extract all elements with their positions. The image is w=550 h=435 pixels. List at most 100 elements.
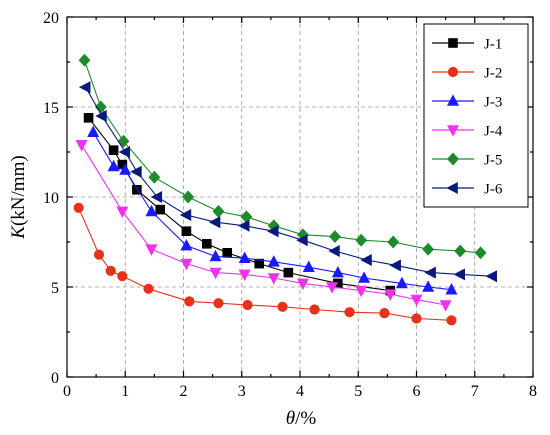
data-point-j-6-8 [267,225,279,238]
y-axis-title-unit: (kN/mm) [8,155,29,226]
data-point-j-3-8 [302,260,315,273]
data-point-j-5-14 [474,246,487,260]
data-point-j-4-3 [180,258,193,271]
series-j-4 [75,140,452,312]
series-line-j-5 [83,60,481,254]
data-point-j-6-4 [150,191,163,203]
legend-marker-j-2 [447,66,459,78]
data-point-j-2-1 [93,249,105,260]
legend-item-j-1: J-1 [432,37,502,53]
data-point-j-6-2 [118,146,131,158]
data-point-j-4-11 [410,294,423,307]
legend-marker-j-1 [448,38,458,48]
legend: J-1 J-2 J-3 J-4 J-5 J-6 [423,23,529,208]
legend-label-j-6: J-6 [484,182,503,198]
data-point-j-6-14 [453,268,465,281]
legend-marker-j-5 [447,152,459,166]
data-point-j-3-6 [238,251,251,264]
data-point-j-1-4 [155,204,165,215]
legend-item-j-6: J-6 [432,182,503,198]
data-point-j-4-5 [238,269,251,282]
data-point-j-2-11 [379,308,390,319]
data-point-j-5-9 [329,230,341,244]
data-point-j-5-4 [182,190,195,204]
legend-marker-j-6 [446,182,458,194]
data-point-j-5-10 [355,233,368,247]
y-tick-label-4: 20 [43,10,59,27]
data-point-j-3-3 [145,204,158,217]
y-tick-label-0: 0 [51,370,59,387]
data-point-j-4-2 [145,244,158,256]
data-point-j-2-8 [277,301,288,312]
data-point-j-3-9 [331,265,344,278]
data-point-j-3-1 [107,159,120,172]
data-point-j-5-13 [454,244,467,258]
series-j-3 [87,125,458,295]
data-point-j-6-11 [360,254,372,266]
data-point-j-4-10 [384,289,397,301]
legend-item-j-3: J-3 [432,94,502,111]
data-point-j-2-0 [73,202,84,213]
data-point-j-1-8 [254,258,265,269]
data-point-j-1-7 [222,248,232,258]
legend-label-j-2: J-2 [484,66,502,82]
series-line-j-3 [92,131,452,291]
data-point-j-3-7 [267,255,280,267]
data-point-j-4-9 [355,285,368,298]
data-point-j-4-6 [267,273,280,285]
legend-item-j-4: J-4 [432,124,503,140]
data-point-j-3-2 [119,163,132,175]
series-j-6 [78,81,498,283]
data-point-j-5-6 [240,210,253,224]
data-point-j-2-7 [242,299,253,311]
x-tick-label-5: 5 [354,383,362,400]
series-line-j-6 [85,86,493,277]
y-tick-label-3: 15 [43,100,59,117]
y-tick-label-2: 10 [43,190,59,207]
data-point-j-5-0 [78,53,91,67]
data-point-j-1-9 [283,267,294,278]
series-line-j-1 [88,117,391,292]
data-point-j-2-6 [213,298,224,309]
series-j-1 [83,113,396,296]
legend-marker-j-4 [447,125,459,137]
legend-items: J-1 J-2 J-3 J-4 J-5 J-6 [432,37,503,198]
data-point-j-4-7 [296,278,309,291]
data-point-j-2-5 [184,296,195,307]
legend-marker-j-3 [447,94,459,106]
y-axis-title: K(kN/mm) [8,155,29,239]
y-tick-label-1: 5 [51,280,59,297]
data-point-j-6-12 [389,259,401,272]
y-axis-title-symbol: K [8,225,29,240]
series-j-5 [78,53,487,260]
x-tick-label-1: 1 [121,383,129,400]
data-point-j-5-12 [422,242,435,256]
data-point-j-3-4 [180,238,193,251]
data-point-j-5-11 [387,235,400,249]
x-tick-label-4: 4 [296,383,304,400]
data-point-j-6-15 [485,270,498,283]
x-axis-title-symbol: θ [286,408,295,429]
data-point-j-1-1 [108,145,119,155]
data-point-j-6-0 [78,81,91,94]
data-point-j-2-10 [344,307,355,318]
legend-label-j-1: J-1 [484,37,502,53]
data-point-j-6-9 [296,234,308,247]
data-point-j-6-5 [179,209,192,221]
data-point-j-2-13 [446,315,457,326]
x-axis-title: θ/% [286,408,317,429]
data-point-j-6-13 [424,266,436,279]
axis-ticks: 0 1 2 3 4 5 6 7 8 0 5 10 15 20 [43,10,537,400]
data-point-j-2-2 [105,265,116,276]
legend-label-j-5: J-5 [484,153,502,169]
data-point-j-6-6 [208,216,221,229]
series-layer [73,53,498,326]
data-point-j-3-13 [445,283,458,295]
data-point-j-6-3 [130,165,142,178]
data-point-j-6-7 [238,219,250,232]
legend-label-j-3: J-3 [484,95,502,111]
legend-item-j-5: J-5 [432,153,502,169]
legend-item-j-2: J-2 [432,66,502,82]
x-axis-title-unit: /% [295,408,316,429]
